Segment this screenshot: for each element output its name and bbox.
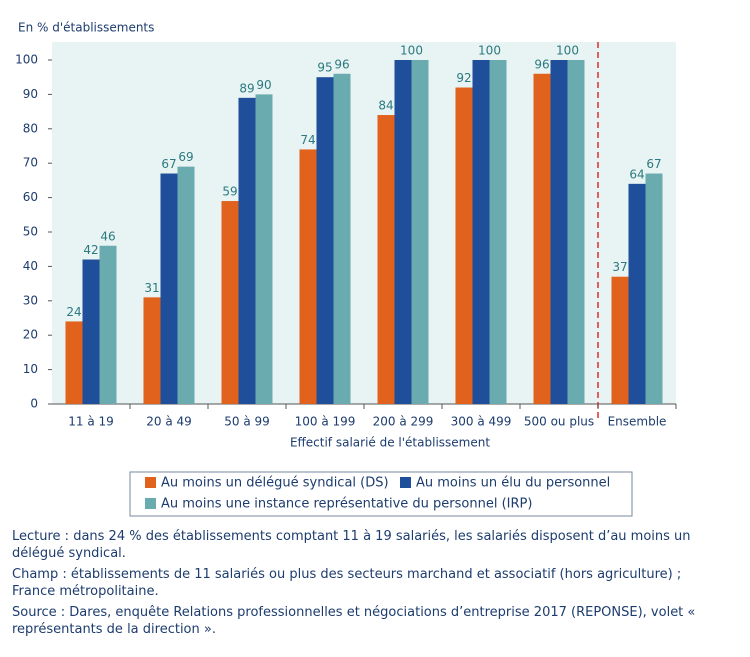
bar xyxy=(221,201,239,404)
note: Champ : établissements de 11 salariés ou… xyxy=(12,567,682,599)
bar xyxy=(472,60,490,404)
y-axis-title: En % d'établissements xyxy=(18,21,154,35)
x-tick-label: 200 à 299 xyxy=(373,415,434,429)
x-tick-label: 100 à 199 xyxy=(295,415,356,429)
value-label: 92 xyxy=(456,71,471,85)
value-label: 67 xyxy=(161,157,176,171)
value-label: 90 xyxy=(256,78,271,92)
legend-label: Au moins une instance représentative du … xyxy=(161,497,532,512)
x-tick-label: 500 ou plus xyxy=(524,415,594,429)
x-axis-title: Effectif salarié de l'établissement xyxy=(290,436,490,450)
bar xyxy=(143,297,161,404)
value-label: 31 xyxy=(144,281,159,295)
y-tick-label: 10 xyxy=(23,362,38,376)
legend-box xyxy=(129,471,633,517)
bar xyxy=(177,166,195,404)
bar xyxy=(65,321,83,404)
bar xyxy=(160,173,178,404)
bar xyxy=(567,60,585,404)
value-label: 84 xyxy=(378,99,393,113)
value-label: 59 xyxy=(222,185,237,199)
bar xyxy=(645,173,663,404)
bar xyxy=(333,73,351,404)
y-tick-label: 90 xyxy=(23,87,38,101)
value-label: 64 xyxy=(629,167,644,181)
y-tick-label: 20 xyxy=(23,328,38,342)
bar xyxy=(394,60,412,404)
y-tick-label: 100 xyxy=(15,53,38,67)
value-label: 46 xyxy=(100,229,115,243)
value-label: 95 xyxy=(317,61,332,75)
value-label: 37 xyxy=(612,260,627,274)
value-label: 96 xyxy=(534,57,549,71)
bar xyxy=(99,245,117,404)
value-label: 42 xyxy=(83,243,98,257)
bar xyxy=(377,115,395,404)
value-label: 100 xyxy=(556,44,579,58)
bar xyxy=(550,60,568,404)
y-tick-label: 40 xyxy=(23,259,38,273)
legend-swatch xyxy=(400,477,411,488)
bar xyxy=(238,97,256,404)
x-tick-label: 11 à 19 xyxy=(68,415,114,429)
bar xyxy=(299,149,317,404)
value-label: 74 xyxy=(300,133,315,147)
value-label: 100 xyxy=(400,44,423,58)
x-tick-label: 20 à 49 xyxy=(146,415,192,429)
value-label: 24 xyxy=(66,305,81,319)
note: Lecture : dans 24 % des établissements c… xyxy=(12,529,691,561)
bar xyxy=(316,77,334,404)
bar xyxy=(82,259,100,404)
bar xyxy=(533,73,551,404)
x-tick-label: 300 à 499 xyxy=(451,415,512,429)
value-label: 69 xyxy=(178,150,193,164)
bar xyxy=(611,276,629,404)
y-tick-label: 70 xyxy=(23,156,38,170)
note: Source : Dares, enquête Relations profes… xyxy=(12,605,696,637)
y-tick-label: 60 xyxy=(23,190,38,204)
bar xyxy=(489,60,507,404)
value-label: 96 xyxy=(334,57,349,71)
bar xyxy=(255,94,273,405)
legend-swatch xyxy=(145,498,156,509)
bar xyxy=(455,87,473,405)
y-tick-label: 0 xyxy=(30,397,38,411)
value-label: 100 xyxy=(478,44,501,58)
x-tick-label: Ensemble xyxy=(608,415,667,429)
y-tick-label: 30 xyxy=(23,293,38,307)
chart: En % d'établissements Effectif salarié d… xyxy=(15,21,677,517)
value-label: 89 xyxy=(239,81,254,95)
notes: Lecture : dans 24 % des établissements c… xyxy=(12,528,712,642)
x-tick-label: 50 à 99 xyxy=(224,415,270,429)
y-tick-label: 50 xyxy=(23,225,38,239)
legend-label: Au moins un délégué syndical (DS) xyxy=(161,476,389,491)
y-tick-label: 80 xyxy=(23,121,38,135)
bar xyxy=(411,60,429,404)
bar xyxy=(628,183,646,404)
legend-swatch xyxy=(145,477,156,488)
legend-label: Au moins un élu du personnel xyxy=(416,476,610,491)
value-label: 67 xyxy=(646,157,661,171)
